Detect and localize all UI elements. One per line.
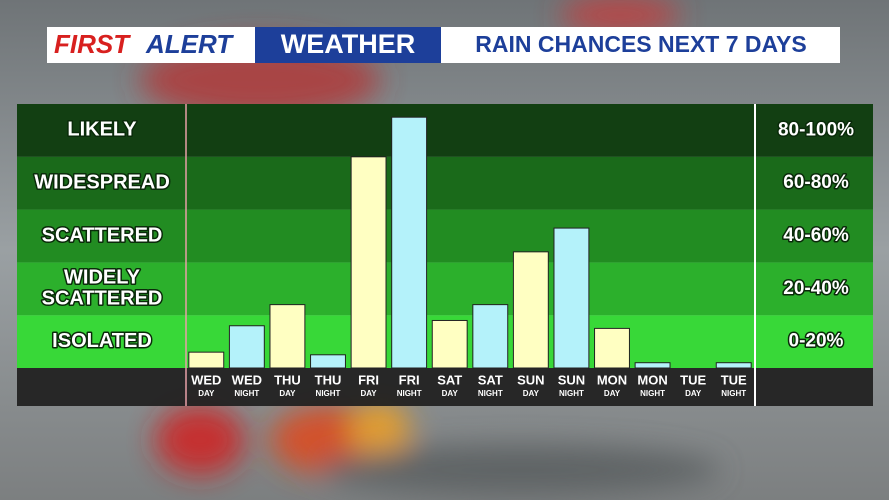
bar <box>715 362 752 369</box>
x-tick-sublabel: DAY <box>360 389 377 398</box>
bar <box>512 251 549 369</box>
band-range: 80-100% <box>778 119 854 140</box>
bar <box>594 327 630 369</box>
band-label: SCATTERED <box>42 288 163 310</box>
band-label: WIDESPREAD <box>34 171 170 193</box>
band <box>17 209 873 263</box>
x-tick-sublabel: NIGHT <box>397 389 422 398</box>
x-tick-sublabel: NIGHT <box>559 389 584 398</box>
x-tick-label: SUN <box>517 372 544 387</box>
x-tick-sublabel: NIGHT <box>316 389 341 398</box>
x-tick-label: THU <box>315 372 342 387</box>
brand-second: ALERT <box>145 29 234 59</box>
bar <box>228 325 265 369</box>
x-tick-label: WED <box>232 372 262 387</box>
x-tick-sublabel: DAY <box>604 389 621 398</box>
bar <box>350 156 387 369</box>
band-label: ISOLATED <box>52 330 152 352</box>
plot: LIKELY 80-100% WIDESPREAD 60-80% SCATTERED 40… <box>17 104 873 406</box>
program: WEATHER <box>281 29 416 59</box>
bar <box>472 304 509 369</box>
x-tick-sublabel: NIGHT <box>721 389 746 398</box>
bar <box>431 319 468 369</box>
x-tick-sublabel: NIGHT <box>234 389 259 398</box>
bar <box>391 116 428 369</box>
x-tick-label: FRI <box>399 372 420 387</box>
x-tick-label: TUE <box>680 372 706 387</box>
x-tick-label: SUN <box>558 372 585 387</box>
x-tick-sublabel: DAY <box>685 389 702 398</box>
x-tick-sublabel: NIGHT <box>640 389 665 398</box>
x-tick-label: SAT <box>478 372 503 387</box>
band-range: 40-60% <box>783 225 849 246</box>
x-tick-sublabel: DAY <box>198 389 215 398</box>
x-tick-label: MON <box>637 372 667 387</box>
band <box>17 262 873 316</box>
band-label: SCATTERED <box>42 224 163 246</box>
chart-title: RAIN CHANCES NEXT 7 DAYS <box>475 31 806 57</box>
x-tick-label: SAT <box>437 372 462 387</box>
bar <box>634 362 671 369</box>
header: FIRST ALERT WEATHER RAIN CHANCES NEXT 7 … <box>47 27 840 63</box>
x-tick-label: THU <box>274 372 301 387</box>
band <box>17 104 873 157</box>
band-label: WIDELY <box>64 267 141 289</box>
bar <box>310 354 346 369</box>
bar <box>188 351 225 369</box>
x-tick-sublabel: DAY <box>442 389 459 398</box>
band-range: 60-80% <box>783 172 849 193</box>
x-tick-label: MON <box>597 372 627 387</box>
x-tick-label: FRI <box>358 372 379 387</box>
x-tick-sublabel: NIGHT <box>478 389 503 398</box>
bar <box>553 227 590 369</box>
brand-first: FIRST <box>54 29 131 59</box>
band-label: LIKELY <box>67 119 137 141</box>
label-row <box>17 368 873 406</box>
x-tick-sublabel: DAY <box>523 389 540 398</box>
bar <box>269 304 306 369</box>
x-tick-label: TUE <box>721 372 747 387</box>
band-range: 20-40% <box>783 278 849 299</box>
x-tick-sublabel: DAY <box>279 389 296 398</box>
x-tick-label: WED <box>191 372 221 387</box>
band <box>17 156 873 210</box>
band-range: 0-20% <box>789 331 844 352</box>
